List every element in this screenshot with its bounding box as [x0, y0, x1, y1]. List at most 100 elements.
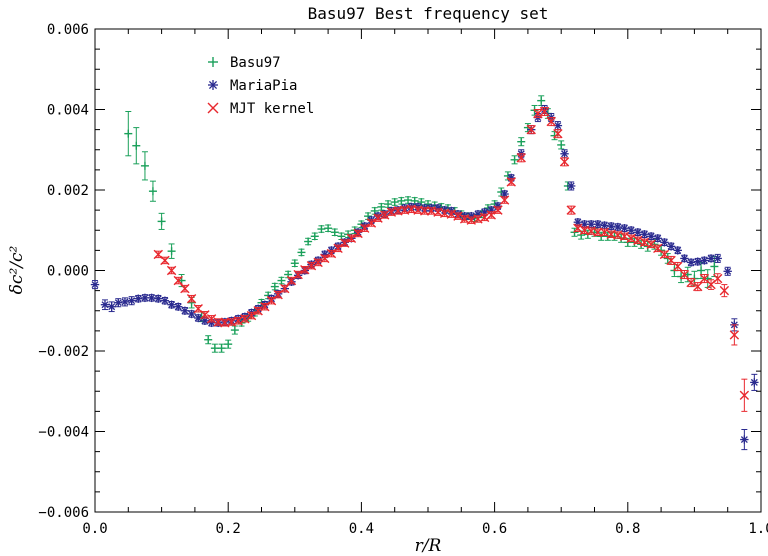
data-point: [324, 224, 333, 233]
data-point: [653, 234, 662, 243]
data-point: [326, 248, 337, 259]
data-point: [493, 205, 503, 215]
data-point: [740, 435, 749, 444]
x-tick-label: 0.6: [482, 521, 507, 537]
legend-label: MJT kernel: [230, 101, 314, 117]
data-point: [693, 257, 702, 266]
x-axis-label: r/R: [415, 536, 442, 556]
data-point: [723, 267, 732, 276]
data-point: [673, 246, 682, 255]
data-point: [317, 225, 326, 234]
data-point: [693, 281, 703, 292]
data-point: [246, 310, 257, 321]
data-point: [310, 232, 319, 241]
data-point: [204, 335, 213, 344]
data-point: [417, 198, 426, 207]
data-point: [497, 188, 506, 197]
data-point: [680, 254, 689, 263]
series-mariapia: [90, 104, 759, 451]
data-point: [620, 224, 629, 233]
plot-frame: [94, 28, 762, 513]
data-point: [550, 131, 559, 140]
data-point: [127, 296, 136, 305]
data-point: [390, 198, 399, 207]
data-point: [360, 223, 370, 233]
data-point: [114, 298, 123, 307]
data-point: [560, 149, 569, 158]
data-point: [173, 275, 183, 286]
data-point: [404, 196, 413, 205]
data-point: [626, 226, 636, 235]
data-point: [633, 235, 643, 246]
data-point: [174, 302, 183, 311]
data-point: [633, 228, 642, 237]
data-point: [646, 232, 656, 241]
x-tick-label: 1.0: [748, 521, 768, 537]
data-point: [719, 285, 730, 296]
data-point: [516, 153, 526, 163]
data-point: [290, 259, 299, 268]
data-point: [100, 300, 110, 309]
data-point: [697, 266, 706, 275]
data-point: [380, 210, 390, 220]
data-point: [304, 237, 313, 246]
data-point: [739, 390, 750, 400]
legend-marker: [208, 80, 218, 90]
data-point: [553, 128, 563, 139]
data-point: [559, 157, 570, 167]
data-point: [410, 196, 419, 205]
series-mjt-kernel: [153, 106, 750, 412]
data-point: [224, 340, 233, 349]
data-point: [600, 221, 609, 230]
data-marks: [90, 95, 759, 451]
y-tick-label: 0.000: [47, 264, 89, 280]
x-tick-label: 0.8: [615, 521, 640, 537]
data-point: [160, 296, 170, 305]
data-point: [686, 277, 696, 288]
data-point: [593, 227, 603, 237]
data-point: [673, 261, 683, 272]
data-point: [157, 217, 166, 226]
data-point: [124, 129, 133, 138]
data-point: [517, 137, 526, 146]
data-point: [677, 272, 686, 281]
data-point: [306, 260, 317, 271]
data-point: [686, 258, 696, 267]
data-point: [277, 276, 286, 285]
data-point: [217, 344, 226, 353]
legend-marker: [207, 102, 219, 114]
data-point: [557, 140, 566, 149]
data-point: [90, 280, 100, 289]
data-point: [140, 161, 149, 170]
data-point: [200, 310, 210, 320]
data-point: [599, 227, 610, 237]
data-point: [297, 248, 306, 257]
data-point: [499, 195, 510, 205]
y-tick-label: 0.002: [47, 183, 89, 199]
data-point: [750, 378, 759, 387]
data-point: [140, 293, 150, 303]
data-point: [134, 294, 143, 303]
data-point: [167, 300, 176, 309]
data-point: [510, 155, 519, 164]
y-tick-label: −0.006: [38, 505, 89, 521]
data-point: [186, 293, 197, 304]
y-axis-label: δc²/c²: [7, 246, 27, 295]
data-point: [270, 282, 279, 291]
series-basu97: [124, 95, 719, 353]
data-point: [373, 213, 383, 223]
data-point: [340, 238, 350, 248]
data-point: [566, 181, 576, 191]
legend-marker: [208, 57, 218, 67]
data-point: [619, 231, 630, 241]
data-point: [280, 283, 290, 294]
data-point: [132, 141, 141, 150]
axes: 0.0 0.2 0.4 0.6 0.8 1.0 −0.006 −0.004 −0.002 0.00…: [38, 22, 768, 537]
y-tick-label: −0.002: [38, 344, 89, 360]
data-point: [679, 269, 690, 280]
data-point: [147, 293, 156, 303]
data-point: [486, 210, 496, 220]
data-point: [666, 242, 676, 251]
data-point: [660, 238, 669, 247]
